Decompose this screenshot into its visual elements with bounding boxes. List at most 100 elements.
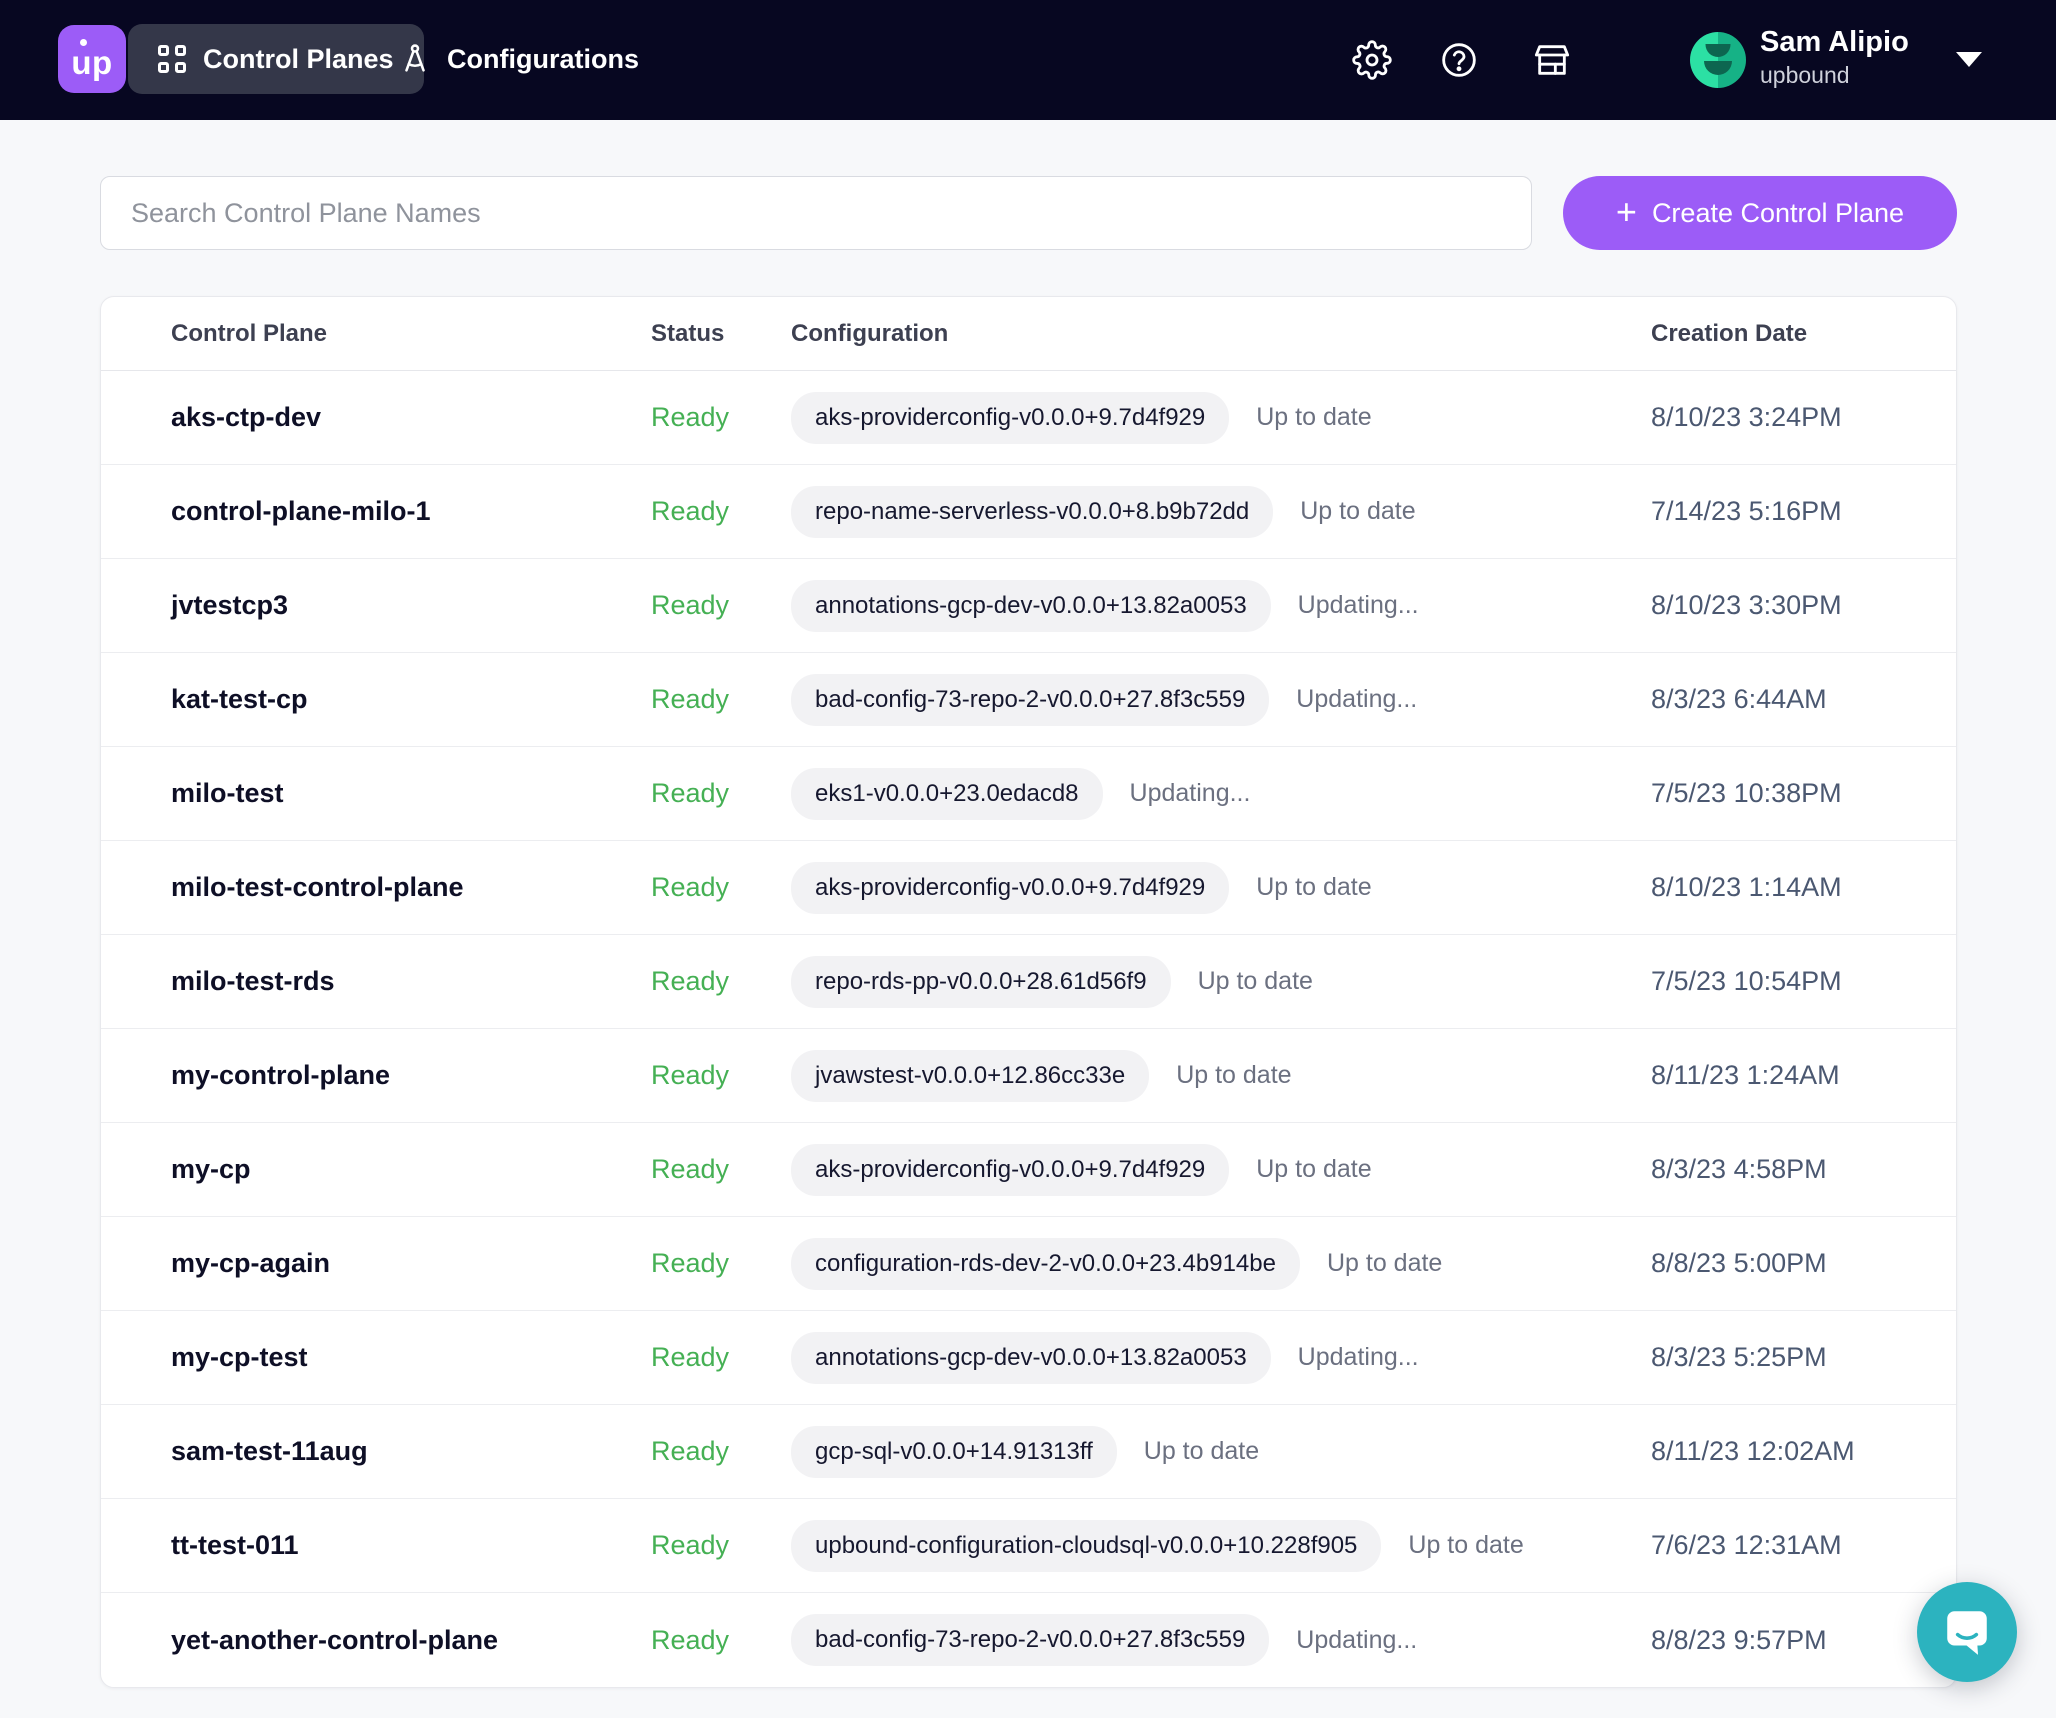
configuration-cell: aks-providerconfig-v0.0.0+9.7d4f929 Up t…	[791, 1143, 1651, 1196]
configuration-chip[interactable]: repo-rds-pp-v0.0.0+28.61d56f9	[791, 955, 1171, 1008]
table-body: aks-ctp-dev Ready aks-providerconfig-v0.…	[101, 371, 1956, 1687]
creation-date: 8/11/23 1:24AM	[1651, 1060, 1840, 1090]
table-header: Control Plane Status Configuration Creat…	[101, 297, 1956, 371]
storefront-icon	[1534, 45, 1570, 75]
configuration-cell: aks-providerconfig-v0.0.0+9.7d4f929 Up t…	[791, 861, 1651, 914]
nav-item-configurations[interactable]: Configurations	[398, 24, 639, 94]
creation-date: 8/10/23 3:24PM	[1651, 402, 1842, 432]
creation-date: 8/8/23 5:00PM	[1651, 1248, 1827, 1278]
table-row[interactable]: milo-test-control-plane Ready aks-provid…	[101, 841, 1956, 935]
table-row[interactable]: milo-test-rds Ready repo-rds-pp-v0.0.0+2…	[101, 935, 1956, 1029]
configuration-chip[interactable]: jvawstest-v0.0.0+12.86cc33e	[791, 1049, 1150, 1102]
configuration-chip[interactable]: configuration-rds-dev-2-v0.0.0+23.4b914b…	[791, 1237, 1300, 1290]
configuration-chip[interactable]: bad-config-73-repo-2-v0.0.0+27.8f3c559	[791, 673, 1270, 726]
control-plane-name: my-cp-again	[171, 1248, 331, 1278]
status-badge: Ready	[651, 1154, 730, 1184]
configuration-cell: upbound-configuration-cloudsql-v0.0.0+10…	[791, 1519, 1651, 1572]
configuration-cell: gcp-sql-v0.0.0+14.91313ff Up to date	[791, 1425, 1651, 1478]
configuration-update-status: Updating...	[1297, 1343, 1419, 1371]
column-header-control-plane: Control Plane	[171, 319, 328, 347]
configuration-update-status: Updating...	[1296, 1625, 1418, 1654]
status-badge: Ready	[651, 966, 730, 996]
configuration-chip[interactable]: aks-providerconfig-v0.0.0+9.7d4f929	[791, 861, 1230, 914]
configuration-update-status: Updating...	[1297, 591, 1419, 619]
status-badge: Ready	[651, 590, 730, 620]
compass-icon	[398, 42, 432, 76]
configuration-chip[interactable]: annotations-gcp-dev-v0.0.0+13.82a0053	[791, 579, 1271, 632]
control-plane-name: aks-ctp-dev	[171, 402, 322, 432]
settings-button[interactable]	[1350, 38, 1394, 82]
avatar[interactable]	[1690, 32, 1746, 88]
configuration-cell: repo-name-serverless-v0.0.0+8.b9b72dd Up…	[791, 485, 1651, 538]
creation-date: 8/3/23 4:58PM	[1651, 1154, 1827, 1184]
table-row[interactable]: milo-test Ready eks1-v0.0.0+23.0edacd8 U…	[101, 747, 1956, 841]
nav-item-label: Control Planes	[203, 43, 394, 74]
configuration-cell: aks-providerconfig-v0.0.0+9.7d4f929 Up t…	[791, 391, 1651, 444]
marketplace-button[interactable]	[1530, 38, 1574, 82]
table-row[interactable]: aks-ctp-dev Ready aks-providerconfig-v0.…	[101, 371, 1956, 465]
table-row[interactable]: kat-test-cp Ready bad-config-73-repo-2-v…	[101, 653, 1956, 747]
configuration-chip[interactable]: bad-config-73-repo-2-v0.0.0+27.8f3c559	[791, 1614, 1270, 1666]
avatar-bowl-icon	[1704, 61, 1732, 75]
grid-icon	[158, 45, 186, 73]
control-plane-name: my-cp-test	[171, 1342, 308, 1372]
help-button[interactable]	[1437, 38, 1481, 82]
column-header-creation-date: Creation Date	[1651, 319, 1808, 347]
configuration-cell: repo-rds-pp-v0.0.0+28.61d56f9 Up to date	[791, 955, 1651, 1008]
nav-item-control-planes[interactable]: Control Planes	[128, 24, 424, 94]
user-org: upbound	[1760, 62, 1850, 88]
configuration-chip[interactable]: gcp-sql-v0.0.0+14.91313ff	[791, 1425, 1117, 1478]
creation-date: 8/8/23 9:57PM	[1651, 1624, 1827, 1655]
chevron-down-icon[interactable]	[1956, 52, 1982, 67]
control-plane-name: my-control-plane	[171, 1060, 391, 1090]
table-row[interactable]: my-cp-test Ready annotations-gcp-dev-v0.…	[101, 1311, 1956, 1405]
table-row[interactable]: my-cp Ready aks-providerconfig-v0.0.0+9.…	[101, 1123, 1956, 1217]
chat-launcher-button[interactable]	[1917, 1582, 2017, 1682]
configuration-chip[interactable]: repo-name-serverless-v0.0.0+8.b9b72dd	[791, 485, 1274, 538]
status-badge: Ready	[651, 684, 730, 714]
configuration-chip[interactable]: upbound-configuration-cloudsql-v0.0.0+10…	[791, 1519, 1382, 1572]
control-plane-name: milo-test	[171, 778, 284, 808]
creation-date: 8/10/23 3:30PM	[1651, 590, 1842, 620]
question-icon	[1442, 43, 1476, 77]
configuration-update-status: Up to date	[1176, 1061, 1292, 1089]
table-row[interactable]: control-plane-milo-1 Ready repo-name-ser…	[101, 465, 1956, 559]
table-row[interactable]: jvtestcp3 Ready annotations-gcp-dev-v0.0…	[101, 559, 1956, 653]
configuration-chip[interactable]: aks-providerconfig-v0.0.0+9.7d4f929	[791, 391, 1230, 444]
table-row[interactable]: yet-another-control-plane Ready bad-conf…	[101, 1593, 1956, 1687]
configuration-cell: annotations-gcp-dev-v0.0.0+13.82a0053 Up…	[791, 579, 1651, 632]
status-badge: Ready	[651, 1624, 730, 1655]
table-row[interactable]: my-cp-again Ready configuration-rds-dev-…	[101, 1217, 1956, 1311]
configuration-update-status: Updating...	[1129, 779, 1251, 807]
creation-date: 8/10/23 1:14AM	[1651, 872, 1842, 902]
configuration-update-status: Up to date	[1256, 1155, 1372, 1183]
control-plane-name: jvtestcp3	[171, 590, 289, 620]
upbound-logo[interactable]: up	[58, 25, 126, 93]
gear-icon	[1352, 40, 1392, 80]
table-row[interactable]: sam-test-11aug Ready gcp-sql-v0.0.0+14.9…	[101, 1405, 1956, 1499]
control-planes-table: Control Plane Status Configuration Creat…	[100, 296, 1957, 1688]
configuration-update-status: Updating...	[1296, 685, 1418, 713]
table-row[interactable]: tt-test-011 Ready upbound-configuration-…	[101, 1499, 1956, 1593]
control-plane-name: kat-test-cp	[171, 684, 308, 714]
logo-text: up	[71, 44, 113, 81]
creation-date: 8/3/23 6:44AM	[1651, 684, 1827, 714]
configuration-chip[interactable]: eks1-v0.0.0+23.0edacd8	[791, 767, 1103, 820]
column-header-status: Status	[651, 319, 725, 347]
status-badge: Ready	[651, 778, 730, 808]
configuration-chip[interactable]: annotations-gcp-dev-v0.0.0+13.82a0053	[791, 1331, 1271, 1384]
configuration-update-status: Up to date	[1197, 967, 1313, 995]
creation-date: 8/11/23 12:02AM	[1651, 1436, 1855, 1466]
user-menu[interactable]: Sam Alipio upbound	[1760, 26, 1909, 89]
configuration-update-status: Up to date	[1300, 497, 1416, 525]
search-input[interactable]	[100, 176, 1532, 250]
creation-date: 7/5/23 10:38PM	[1651, 778, 1842, 808]
table-row[interactable]: my-control-plane Ready jvawstest-v0.0.0+…	[101, 1029, 1956, 1123]
chat-bubble-icon	[1947, 1611, 1987, 1655]
configuration-chip[interactable]: aks-providerconfig-v0.0.0+9.7d4f929	[791, 1143, 1230, 1196]
status-badge: Ready	[651, 496, 730, 526]
configuration-cell: jvawstest-v0.0.0+12.86cc33e Up to date	[791, 1049, 1651, 1102]
creation-date: 7/5/23 10:54PM	[1651, 966, 1842, 996]
configuration-update-status: Up to date	[1256, 873, 1372, 901]
create-control-plane-button[interactable]: + Create Control Plane	[1563, 176, 1957, 250]
